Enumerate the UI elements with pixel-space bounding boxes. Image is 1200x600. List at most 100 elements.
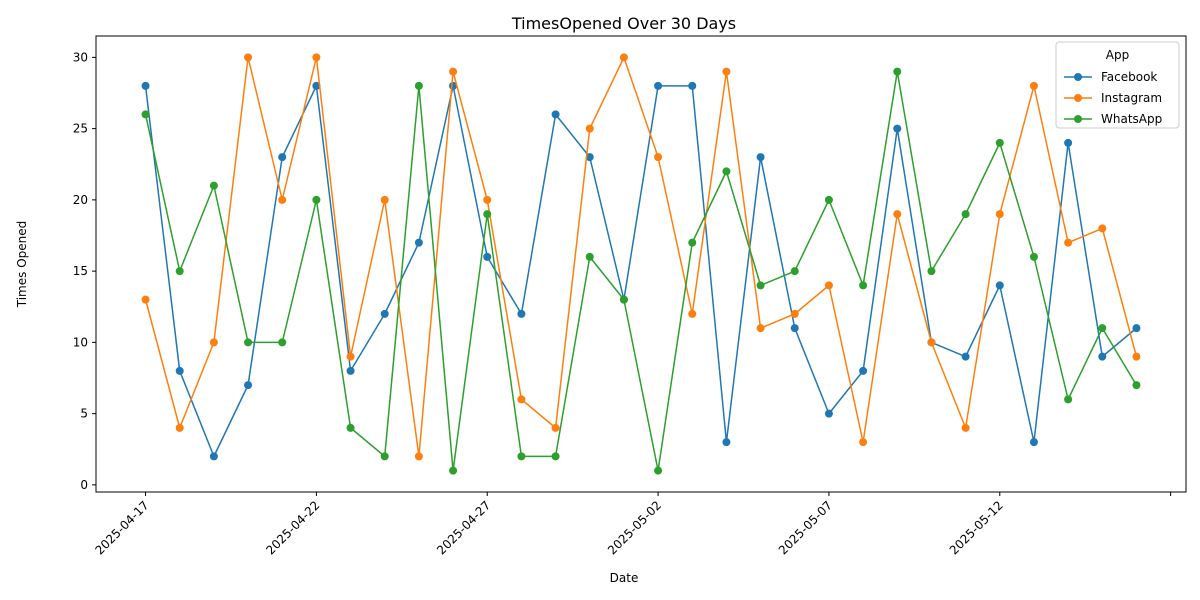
data-point-whatsapp xyxy=(927,267,936,276)
data-point-whatsapp xyxy=(346,423,355,432)
legend: App Facebook Instagram WhatsApp xyxy=(1055,41,1180,129)
data-point-whatsapp xyxy=(619,295,628,304)
data-point-instagram xyxy=(1132,352,1141,361)
data-point-whatsapp xyxy=(722,167,731,176)
x-tick-label: 2025-05-07 xyxy=(776,498,835,557)
x-tick-label: 2025-05-12 xyxy=(947,498,1006,557)
data-point-facebook xyxy=(585,153,594,162)
data-point-instagram xyxy=(654,153,663,162)
data-point-facebook xyxy=(175,366,184,375)
data-point-instagram xyxy=(859,438,868,447)
data-point-whatsapp xyxy=(688,238,697,247)
data-point-facebook xyxy=(1064,138,1073,147)
data-point-facebook xyxy=(654,81,663,90)
data-point-instagram xyxy=(380,195,389,204)
data-point-facebook xyxy=(244,381,253,390)
data-point-whatsapp xyxy=(1029,252,1038,261)
data-point-instagram xyxy=(619,53,628,62)
data-point-instagram xyxy=(483,195,492,204)
series-line-instagram xyxy=(144,56,1138,458)
data-point-whatsapp xyxy=(756,281,765,290)
data-point-instagram xyxy=(927,338,936,347)
data-point-instagram xyxy=(175,423,184,432)
data-point-facebook xyxy=(824,409,833,418)
data-point-whatsapp xyxy=(790,267,799,276)
data-point-facebook xyxy=(141,81,150,90)
legend-box xyxy=(1055,41,1180,129)
x-tick-label: 2025-04-27 xyxy=(434,498,493,557)
data-point-facebook xyxy=(414,238,423,247)
data-point-facebook xyxy=(517,309,526,318)
data-point-facebook xyxy=(995,281,1004,290)
data-point-whatsapp xyxy=(312,195,321,204)
data-point-instagram xyxy=(824,281,833,290)
y-axis-label: Times Opened xyxy=(15,221,29,308)
chart-title: TimesOpened Over 30 Days xyxy=(511,14,736,33)
data-point-whatsapp xyxy=(244,338,253,347)
data-point-whatsapp xyxy=(859,281,868,290)
legend-label-whatsapp: WhatsApp xyxy=(1101,112,1162,126)
data-point-whatsapp xyxy=(380,452,389,461)
data-point-facebook xyxy=(346,366,355,375)
legend-label-facebook: Facebook xyxy=(1101,70,1157,84)
data-point-whatsapp xyxy=(517,452,526,461)
data-point-whatsapp xyxy=(995,138,1004,147)
data-point-whatsapp xyxy=(1064,395,1073,404)
data-point-instagram xyxy=(995,210,1004,219)
data-point-whatsapp xyxy=(1098,324,1107,333)
data-point-instagram xyxy=(722,67,731,76)
data-point-facebook xyxy=(209,452,218,461)
data-point-facebook xyxy=(1029,438,1038,447)
data-point-instagram xyxy=(961,423,970,432)
data-point-whatsapp xyxy=(654,466,663,475)
data-point-whatsapp xyxy=(141,110,150,119)
data-point-instagram xyxy=(790,309,799,318)
y-tick-label: 5 xyxy=(80,407,88,421)
data-point-whatsapp xyxy=(449,466,458,475)
x-tick-label: 2025-05-02 xyxy=(605,498,664,557)
legend-marker-instagram xyxy=(1074,94,1082,102)
data-point-facebook xyxy=(756,153,765,162)
data-point-instagram xyxy=(312,53,321,62)
data-point-instagram xyxy=(756,324,765,333)
data-point-instagram xyxy=(551,423,560,432)
data-point-facebook xyxy=(961,352,970,361)
data-point-facebook xyxy=(1098,352,1107,361)
legend-marker-facebook xyxy=(1074,73,1082,81)
series-line-facebook xyxy=(144,85,1137,458)
data-point-facebook xyxy=(790,324,799,333)
data-point-instagram xyxy=(1029,81,1038,90)
data-point-instagram xyxy=(449,67,458,76)
x-tick-label: 2025-04-17 xyxy=(92,498,151,557)
data-point-whatsapp xyxy=(414,81,423,90)
y-tick-label: 0 xyxy=(80,478,88,492)
data-point-whatsapp xyxy=(483,210,492,219)
y-tick-label: 30 xyxy=(73,50,88,64)
data-point-whatsapp xyxy=(961,210,970,219)
data-point-whatsapp xyxy=(1132,381,1141,390)
data-point-facebook xyxy=(688,81,697,90)
data-point-facebook xyxy=(893,124,902,133)
data-point-facebook xyxy=(312,81,321,90)
data-point-instagram xyxy=(585,124,594,133)
data-point-instagram xyxy=(688,309,697,318)
data-point-instagram xyxy=(209,338,218,347)
data-point-instagram xyxy=(278,195,287,204)
legend-marker-whatsapp xyxy=(1074,115,1082,123)
x-axis-label: Date xyxy=(610,571,639,585)
data-point-whatsapp xyxy=(209,181,218,190)
data-point-facebook xyxy=(551,110,560,119)
data-point-instagram xyxy=(1098,224,1107,233)
legend-label-instagram: Instagram xyxy=(1101,91,1162,105)
data-point-facebook xyxy=(1132,324,1141,333)
data-point-facebook xyxy=(483,252,492,261)
data-point-whatsapp xyxy=(893,67,902,76)
data-point-facebook xyxy=(859,366,868,375)
y-tick-label: 25 xyxy=(73,122,88,136)
data-point-instagram xyxy=(244,53,253,62)
data-point-instagram xyxy=(414,452,423,461)
series-line-whatsapp xyxy=(144,70,1138,472)
data-point-instagram xyxy=(517,395,526,404)
data-point-whatsapp xyxy=(278,338,287,347)
